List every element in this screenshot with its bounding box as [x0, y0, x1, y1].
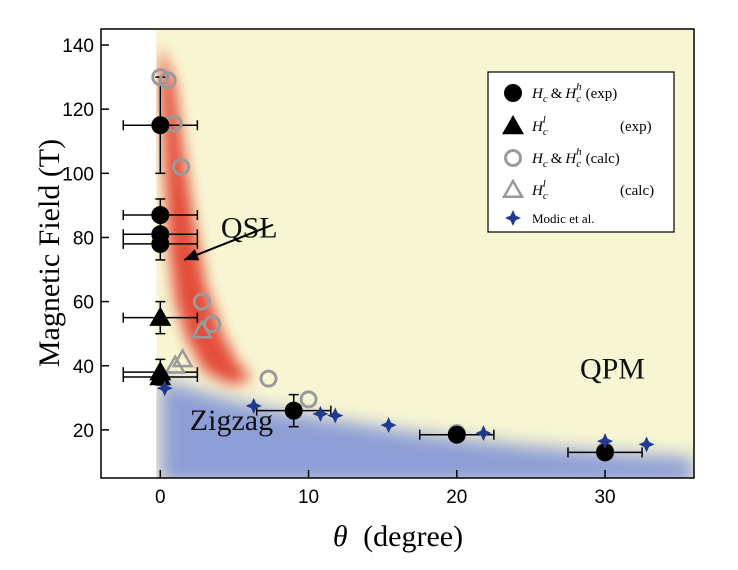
legend-legend_main: H [531, 183, 544, 199]
legend-legend_amp: & [551, 86, 563, 102]
legend-legend_main: H [531, 86, 544, 102]
region-label-zigzag: Zigzag [190, 404, 273, 437]
data-point-circle-open [259, 369, 278, 388]
y-tick-label: 100 [62, 164, 94, 185]
x-axis-title-unit: (degree) [363, 520, 463, 553]
data-point-triangle-filled [149, 306, 172, 326]
legend-legend_text: Modic et al. [532, 211, 594, 226]
legend: Hc & Hch (exp)Hcl (exp)Hc & Hch (calc)Hcl (calc)… [487, 71, 675, 233]
zigzag-region [160, 378, 694, 478]
legend-label: Modic et al. [532, 211, 594, 226]
data-point-circle-open [172, 157, 191, 176]
legend-label: Hc & Hch (calc) [531, 146, 620, 170]
plot-frame [100, 28, 695, 479]
data-point-star4 [312, 405, 329, 422]
legend-marker-triangle-filled [502, 115, 524, 135]
qsl-region [160, 45, 253, 385]
legend-legend_main: H [531, 151, 544, 167]
data-point-triangle-open [171, 347, 194, 368]
data-point-circle-filled [447, 425, 466, 444]
legend-legend_sub: c [543, 190, 548, 202]
legend-legend_tag: (calc) [620, 183, 654, 199]
data-point-star4 [327, 407, 344, 424]
x-tick-label: 0 [155, 487, 166, 508]
legend-legend_main: H [564, 86, 577, 102]
legend-legend_sub2: c [576, 158, 581, 170]
x-tick-label: 30 [594, 487, 615, 508]
y-tick-label: 20 [73, 421, 94, 442]
legend-legend_sub: c [543, 93, 548, 105]
legend-label: Hc & Hch (exp) [531, 81, 617, 105]
legend-marker-circle-filled [504, 84, 522, 102]
qsl-arrow [183, 223, 274, 261]
y-axis-title: Magnetic Field (T) [33, 139, 66, 367]
region-label-qpm: QPM [580, 353, 645, 386]
data-point-circle-filled [151, 116, 170, 135]
data-point-star4 [380, 417, 397, 434]
y-tick-label: 140 [62, 36, 94, 57]
region-labels: QSL QPM Zigzag [190, 211, 645, 436]
legend-marker-circle-open [504, 149, 522, 167]
x-axis-title-symbol: θ [333, 520, 348, 553]
legend-marker-star4 [505, 210, 521, 226]
y-axis: 20 40 60 80 100 120 140 [62, 36, 109, 442]
legend-legend_sup2: h [576, 81, 582, 93]
legend-legend_main: H [531, 119, 544, 135]
data-point-circle-filled [284, 401, 303, 420]
data-point-star4 [156, 380, 173, 397]
legend-legend_tag: (exp) [620, 119, 652, 135]
x-tick-label: 20 [446, 487, 467, 508]
data-point-triangle-open [163, 354, 187, 374]
data-point-star4 [245, 397, 262, 414]
data-point-star4 [638, 436, 655, 453]
region-label-qsl: QSL [221, 211, 278, 244]
legend-marker-triangle-open [501, 178, 525, 198]
data-point-circle-open [299, 390, 318, 409]
y-tick-label: 40 [73, 357, 94, 378]
legend-label: Hcl (exp) [531, 114, 652, 138]
legend-legend_main: H [564, 151, 577, 167]
data-point-star4 [475, 425, 492, 442]
data-point-circle-open [158, 71, 177, 90]
x-axis-title: θ (degree) [333, 520, 463, 553]
data-points [122, 68, 655, 462]
data-point-circle-filled [151, 206, 170, 225]
legend-legend_sub: c [543, 158, 548, 170]
data-point-circle-filled [596, 443, 615, 462]
y-tick-label: 60 [73, 293, 94, 314]
arrow-shaft [183, 223, 274, 261]
arrow-head [184, 249, 200, 261]
data-point-circle-open [192, 292, 211, 311]
data-point-triangle-open [190, 318, 213, 339]
legend-legend_sup: l [543, 178, 546, 190]
y-tick-label: 80 [73, 228, 94, 249]
legend-legend_sub2: c [576, 93, 581, 105]
legend-legend_sup2: h [576, 146, 582, 158]
legend-legend_amp: & [551, 151, 563, 167]
legend-legend_tag: (calc) [586, 151, 620, 167]
legend-legend_sup: l [543, 114, 546, 126]
data-point-star4 [597, 433, 614, 450]
y-tick-label: 120 [62, 100, 94, 121]
legend-legend_sub: c [543, 126, 548, 138]
legend-legend_tag: (exp) [586, 86, 618, 102]
white-left-strip [101, 29, 157, 478]
data-point-circle-filled [151, 234, 170, 253]
x-axis: 0 10 20 30 [155, 470, 616, 508]
data-point-triangle-filled [149, 365, 172, 386]
x-tick-label: 10 [298, 487, 319, 508]
legend-label: Hcl (calc) [531, 178, 654, 202]
